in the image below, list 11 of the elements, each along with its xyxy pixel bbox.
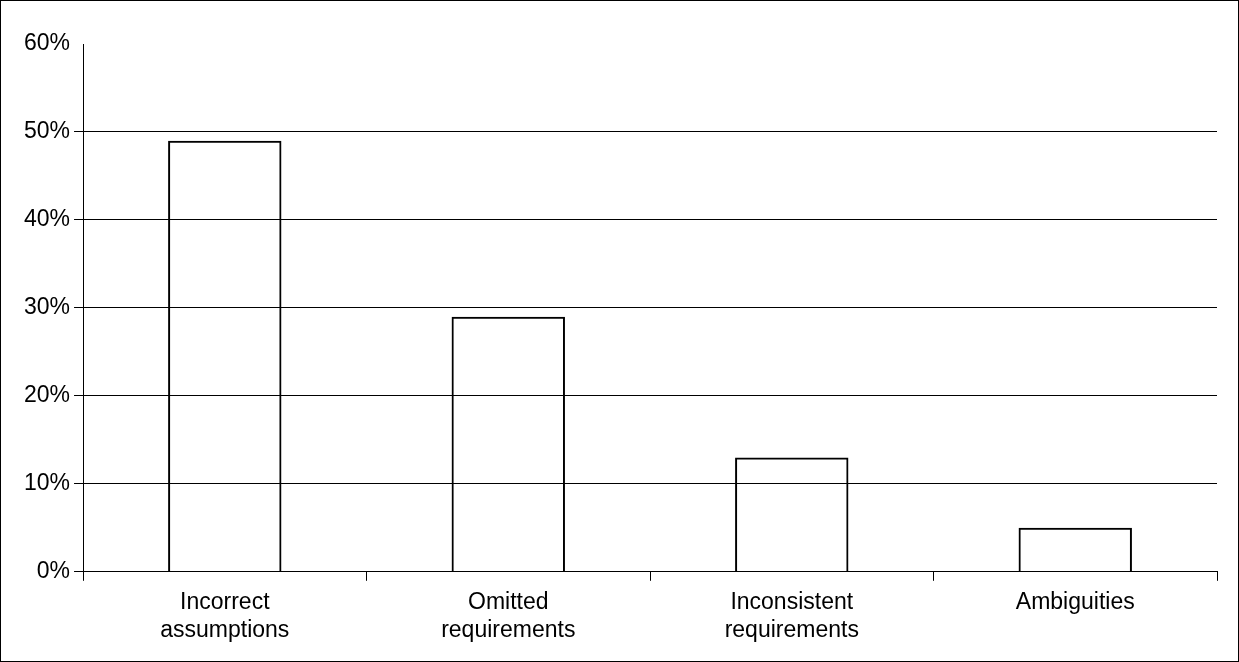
x-tick-label: Incorrect assumptions <box>160 587 290 642</box>
x-tick-label: Omitted requirements <box>441 587 576 642</box>
x-tick-label: Ambiguities <box>1015 587 1135 614</box>
y-tick-label: 40% <box>23 205 71 232</box>
y-tick-label: 10% <box>23 469 71 496</box>
y-tick-label: 20% <box>23 381 71 408</box>
y-tick-label: 60% <box>23 29 71 56</box>
y-tick-label: 0% <box>36 557 71 584</box>
x-tick-label: Inconsistent requirements <box>724 587 859 642</box>
y-tick-label: 30% <box>23 293 71 320</box>
y-tick-label: 50% <box>23 117 71 144</box>
